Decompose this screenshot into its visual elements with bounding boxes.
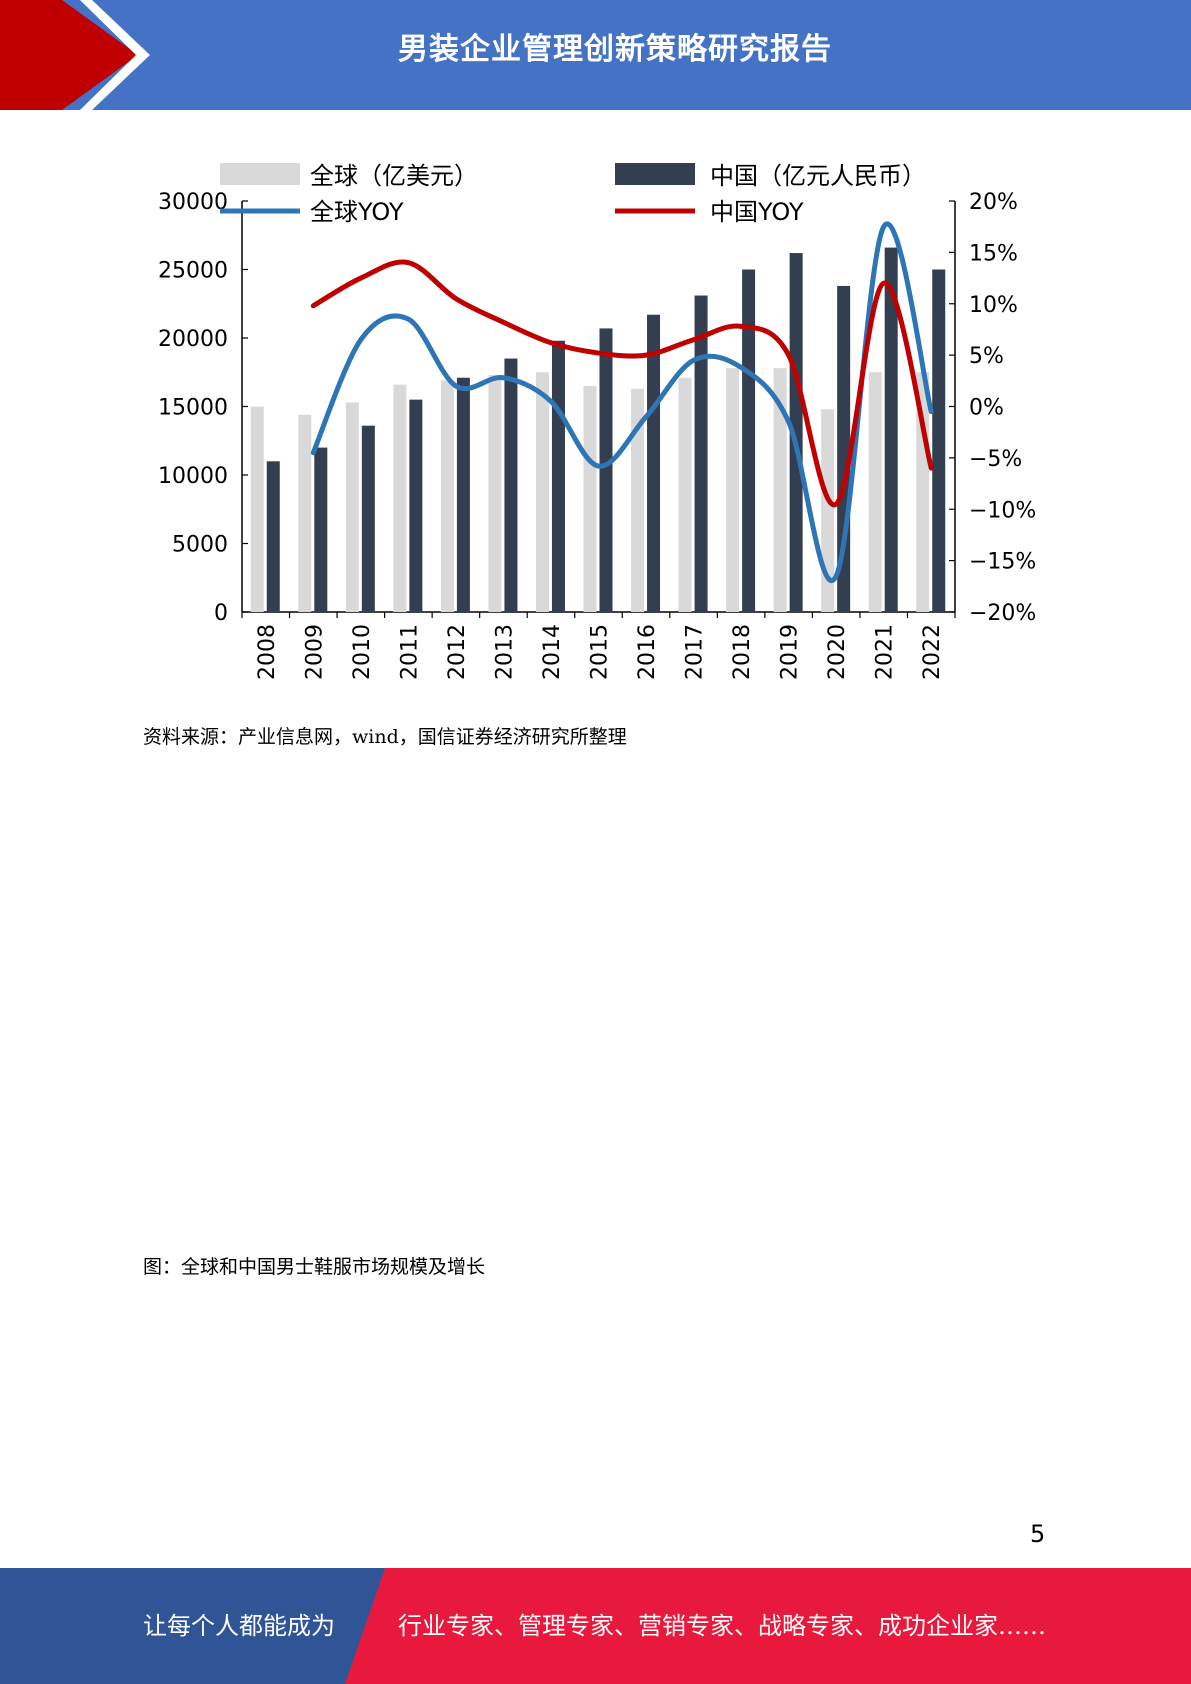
global-bar-2020: [821, 409, 835, 612]
china-bar-2022: [932, 269, 946, 612]
legend-china-bar-swatch: [615, 163, 695, 185]
global-bar-2009: [298, 414, 312, 612]
x-tick-label: 2014: [540, 624, 565, 680]
x-tick-label: 2016: [635, 624, 660, 680]
global-bar-2010: [345, 402, 359, 612]
x-tick-label: 2018: [730, 624, 755, 680]
china-bar-2017: [694, 295, 708, 612]
china-bar-2012: [456, 377, 470, 612]
page-number: 5: [1030, 1520, 1046, 1548]
right-tick-label: −5%: [969, 447, 1022, 472]
left-tick-label: 10000: [158, 464, 228, 489]
x-tick-label: 2010: [350, 624, 375, 680]
legend-global-bar-label: 全球（亿美元）: [310, 162, 478, 190]
legend-china-yoy-label: 中国YOY: [710, 198, 804, 226]
x-tick-label: 2012: [445, 624, 470, 680]
legend-global-yoy-label: 全球YOY: [310, 198, 404, 226]
global-bar-2019: [773, 368, 787, 612]
global-bar-2018: [726, 368, 740, 612]
market-size-chart: 0 5000 10000 15000 20000 25000 30000 −20% −15% −1…: [158, 162, 1036, 680]
header-red-arrow: [0, 0, 150, 110]
global-bar-2011: [393, 384, 407, 612]
global-bar-2016: [631, 388, 645, 612]
left-tick-label: 30000: [158, 190, 228, 215]
footer-slogan-left: 让每个人都能成为: [143, 1612, 335, 1640]
legend-china-bar-label: 中国（亿元人民币）: [710, 162, 926, 190]
right-tick-label: 20%: [969, 190, 1018, 215]
x-tick-label: 2008: [255, 624, 280, 680]
china-bar-2009: [314, 447, 328, 612]
china-bar-2015: [599, 328, 613, 612]
china-bar-2021: [884, 247, 898, 612]
left-tick-label: 15000: [158, 396, 228, 421]
china-bar-2011: [409, 399, 423, 612]
right-tick-label: 15%: [969, 241, 1018, 266]
china-yoy-line: [310, 259, 934, 508]
right-tick-label: −15%: [969, 550, 1036, 575]
left-tick-label: 25000: [158, 259, 228, 284]
left-tick-label: 0: [214, 601, 228, 626]
x-tick-label: 2020: [825, 624, 850, 680]
right-tick-label: −20%: [969, 601, 1036, 626]
right-tick-label: 5%: [969, 344, 1004, 369]
global-bar-2014: [535, 372, 549, 612]
global-bar-2021: [868, 372, 882, 612]
global-bar-2013: [488, 374, 502, 612]
x-tick-label: 2009: [302, 624, 327, 680]
right-tick-label: 10%: [969, 293, 1018, 318]
china-bar-2010: [361, 425, 375, 612]
x-tick-label: 2021: [873, 624, 898, 680]
x-tick-label: 2011: [397, 624, 422, 680]
legend-global-bar-swatch: [220, 163, 300, 185]
china-bar-2019: [789, 253, 803, 612]
china-bar-2016: [647, 314, 661, 612]
global-bar-2015: [583, 385, 597, 612]
right-tick-label: 0%: [969, 396, 1004, 421]
figure-caption: 图：全球和中国男士鞋服市场规模及增长: [143, 1256, 486, 1278]
global-bar-2012: [440, 380, 454, 612]
right-tick-label: −10%: [969, 498, 1036, 523]
china-bar-2013: [504, 358, 518, 612]
x-tick-label: 2013: [492, 624, 517, 680]
x-tick-label: 2017: [683, 624, 708, 680]
x-tick-label: 2022: [920, 624, 945, 680]
x-tick-label: 2015: [588, 624, 613, 680]
x-tick-label: 2019: [778, 624, 803, 680]
source-note: 资料来源：产业信息网，wind，国信证券经济研究所整理: [143, 726, 627, 748]
footer-background: [0, 1568, 1191, 1684]
page-footer: 让每个人都能成为 行业专家、管理专家、营销专家、战略专家、成功企业家……: [0, 1568, 1191, 1684]
global-bar-2008: [250, 406, 264, 612]
page-header: 男装企业管理创新策略研究报告: [0, 0, 1191, 110]
global-bar-2017: [678, 377, 692, 612]
left-tick-label: 5000: [172, 533, 228, 558]
footer-slogan-right: 行业专家、管理专家、营销专家、战略专家、成功企业家……: [398, 1612, 1046, 1640]
left-tick-label: 20000: [158, 327, 228, 352]
page-title: 男装企业管理创新策略研究报告: [398, 32, 832, 67]
china-bar-2018: [742, 269, 756, 612]
china-bar-2008: [266, 461, 280, 612]
china-bar-2014: [551, 340, 565, 612]
